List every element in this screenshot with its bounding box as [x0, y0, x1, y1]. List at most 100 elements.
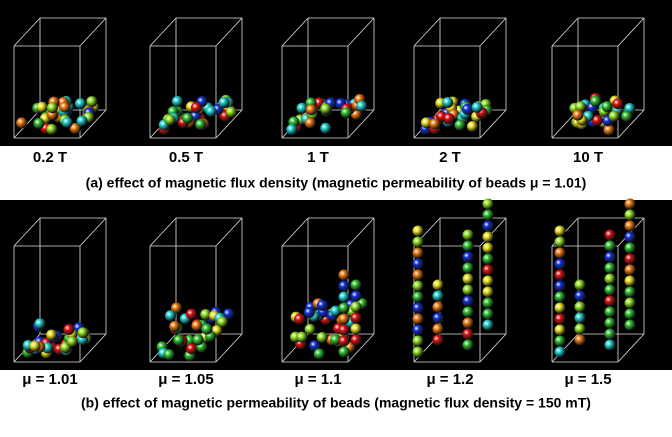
panel-label: 1 T	[307, 149, 329, 166]
bead	[413, 325, 424, 336]
bead	[555, 226, 566, 237]
bead	[413, 303, 424, 314]
bead	[433, 291, 444, 302]
bead	[483, 287, 494, 298]
bead	[463, 274, 474, 285]
panel-label: μ = 1.05	[158, 371, 213, 388]
bead	[443, 113, 454, 124]
bead	[433, 280, 444, 291]
bead	[339, 303, 350, 314]
bead	[182, 113, 193, 124]
bead	[339, 347, 350, 358]
bead	[37, 102, 48, 113]
bead	[463, 285, 474, 296]
bead	[413, 281, 424, 292]
bead	[483, 309, 494, 320]
bead	[612, 98, 623, 109]
bead	[186, 309, 197, 320]
bead	[226, 107, 237, 118]
bead	[625, 232, 636, 243]
bead	[339, 314, 350, 325]
bead	[575, 324, 586, 335]
bead	[169, 321, 180, 332]
bead	[206, 106, 217, 117]
bead	[575, 291, 586, 302]
bead	[413, 237, 424, 248]
bead	[433, 302, 444, 313]
bead	[605, 274, 616, 285]
caption-a: (a) effect of magnetic flux density (mag…	[86, 175, 587, 191]
bead	[339, 292, 350, 303]
bead	[555, 314, 566, 325]
bead	[483, 232, 494, 243]
bead	[625, 298, 636, 309]
bead	[625, 265, 636, 276]
bead	[413, 226, 424, 237]
bead	[304, 307, 315, 318]
bead	[413, 347, 424, 358]
bead	[413, 314, 424, 325]
bead	[165, 114, 176, 125]
bead	[351, 302, 362, 313]
bead	[605, 241, 616, 252]
bead	[351, 280, 362, 291]
bead	[625, 210, 636, 221]
bead	[201, 324, 212, 335]
bead	[356, 101, 367, 112]
bead	[59, 102, 70, 113]
bead	[590, 96, 601, 107]
bead	[467, 121, 478, 132]
figure: 0.2 T0.5 T1 T2 T10 Tμ = 1.01μ = 1.05μ = …	[0, 0, 672, 437]
bead	[463, 230, 474, 241]
bead	[191, 320, 202, 331]
bead	[63, 324, 74, 335]
bead	[625, 199, 636, 210]
bead	[463, 296, 474, 307]
bead	[77, 116, 88, 127]
bead	[555, 259, 566, 270]
bead	[46, 124, 57, 135]
bead	[575, 313, 586, 324]
bead	[555, 270, 566, 281]
bead	[605, 263, 616, 274]
bead	[463, 307, 474, 318]
bead	[195, 119, 206, 130]
bead	[433, 324, 444, 335]
bead	[351, 313, 362, 324]
bead	[483, 298, 494, 309]
bead	[605, 307, 616, 318]
bead	[555, 347, 566, 358]
bead	[463, 329, 474, 340]
bead	[572, 110, 583, 121]
bead	[555, 248, 566, 259]
bead	[605, 329, 616, 340]
bead	[16, 117, 27, 128]
bead	[217, 317, 228, 328]
bead	[296, 332, 307, 343]
bead	[34, 318, 45, 329]
bead	[463, 252, 474, 263]
bead	[351, 335, 362, 346]
bead	[575, 335, 586, 346]
bead	[317, 332, 328, 343]
bead	[605, 318, 616, 329]
bead	[75, 98, 86, 109]
bead	[483, 221, 494, 232]
bead	[483, 320, 494, 331]
bead	[46, 330, 57, 341]
bead	[625, 276, 636, 287]
panel-label: 0.2 T	[33, 149, 67, 166]
bead	[604, 125, 615, 136]
bead	[351, 324, 362, 335]
bead	[164, 349, 175, 360]
bead	[625, 309, 636, 320]
bead	[433, 335, 444, 346]
panel-label: μ = 1.01	[22, 371, 77, 388]
bead	[483, 199, 494, 210]
panel-label: 2 T	[439, 149, 461, 166]
bead	[191, 102, 202, 113]
bead	[305, 118, 316, 129]
panel-band-a	[0, 0, 672, 146]
bead	[605, 252, 616, 263]
bead	[454, 120, 465, 131]
